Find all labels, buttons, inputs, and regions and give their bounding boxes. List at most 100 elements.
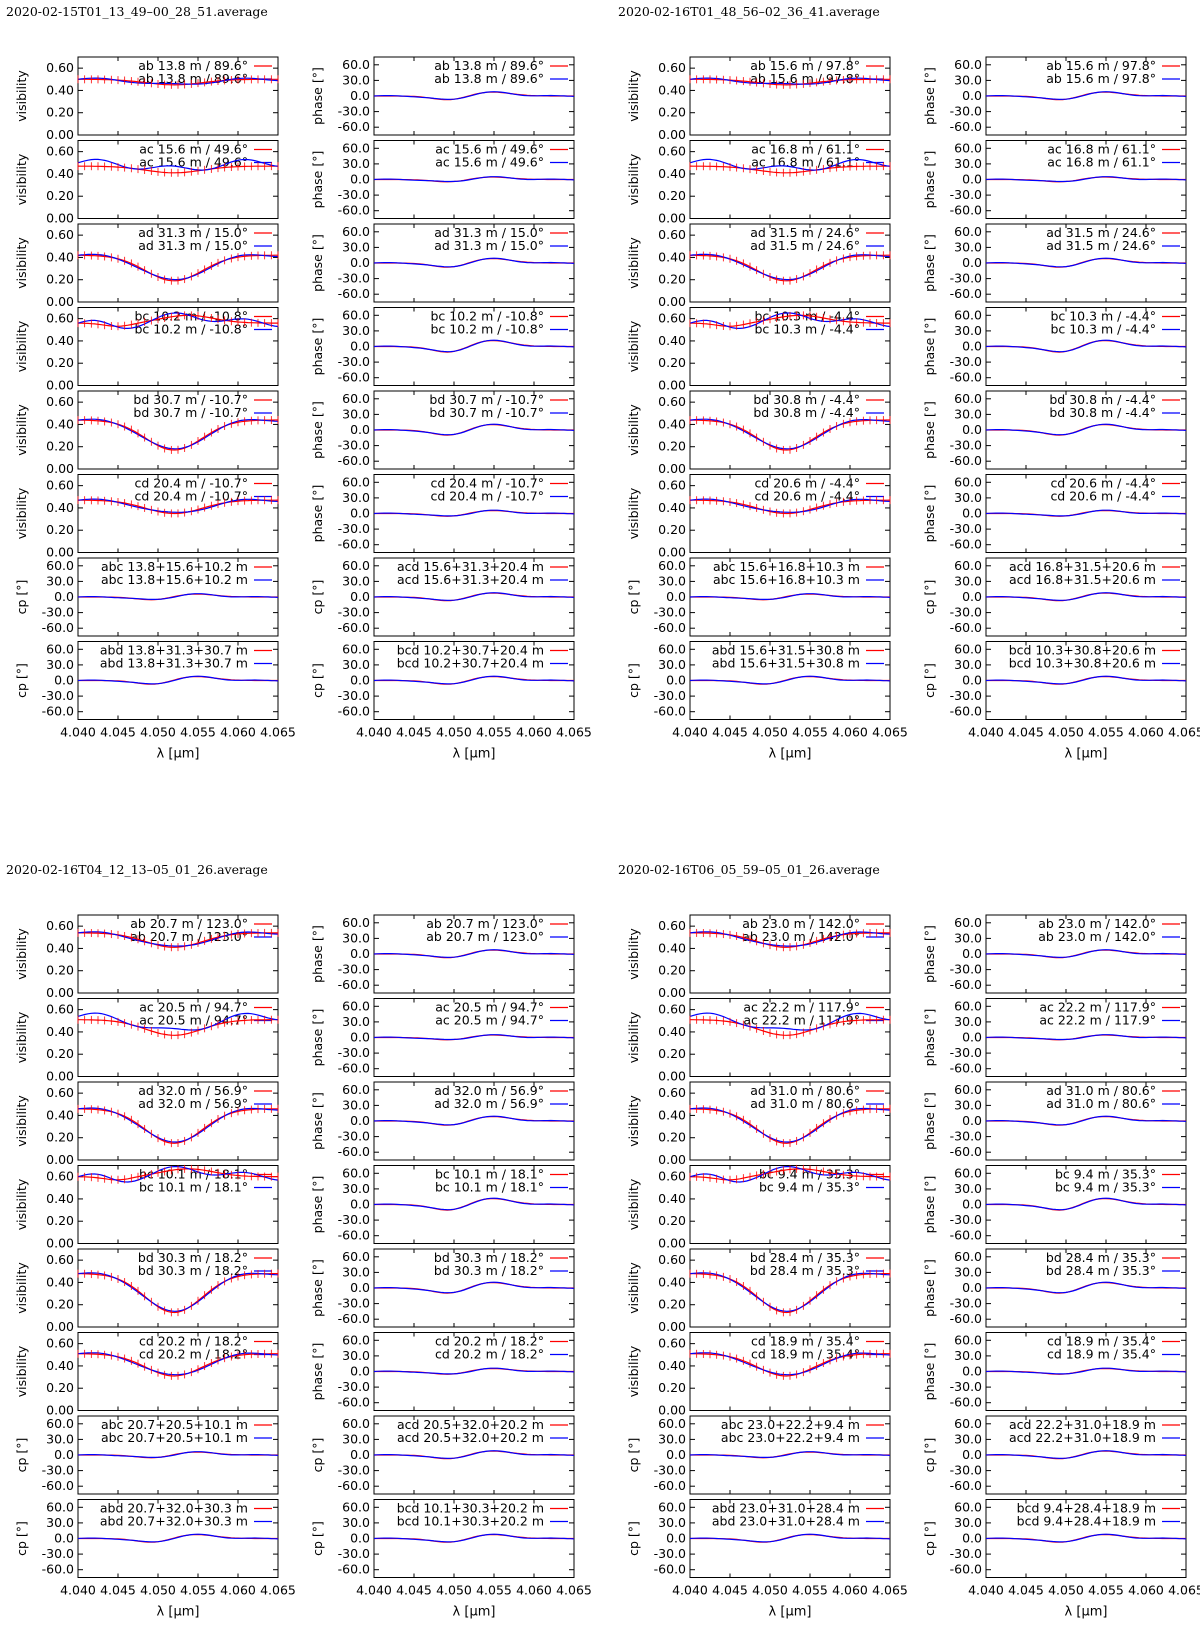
- panel-r6-c1: 0.60 0.40 0.20 0.00 visibility cd 18.9 m / 35…: [626, 1332, 891, 1418]
- legend-label-red: abd 20.7+32.0+30.3 m: [100, 1501, 248, 1516]
- legend-label-blue: ab 15.6 m / 97.8°: [1046, 71, 1156, 86]
- y-tick-label: 0.0: [666, 589, 686, 604]
- y-tick-label: -30.0: [654, 688, 686, 703]
- quadrant-2: 2020-02-16T01_48_56–02_36_41.average 0.60…: [618, 4, 1200, 762]
- y-tick-label: 60.0: [342, 1332, 370, 1347]
- y-tick-label: 0.60: [46, 478, 74, 493]
- legend-label-red: abc 13.8+15.6+10.2 m: [101, 559, 248, 574]
- x-tick-label: 4.060: [516, 1583, 552, 1598]
- legend-label-blue: bcd 10.2+30.7+20.4 m: [397, 656, 544, 671]
- y-tick-label: 0.60: [658, 227, 686, 242]
- legend-label-blue: ad 31.0 m / 80.6°: [750, 1096, 860, 1111]
- y-tick-label: 0.0: [962, 1364, 982, 1379]
- series-blue: [689, 1451, 891, 1458]
- y-tick-label: 30.0: [954, 1515, 982, 1530]
- panel-r4-c2: 60.030.00.0-30.0-60.0 phase [°] bc 10.3 m …: [922, 307, 1187, 386]
- legend-label-blue: ab 20.7 m / 123.0°: [130, 929, 248, 944]
- x-tick-label: 4.060: [1128, 725, 1164, 740]
- y-tick-label: -30.0: [950, 1379, 982, 1394]
- y-tick-label: -60.0: [950, 704, 982, 719]
- legend-label-blue: ac 22.2 m / 117.9°: [743, 1013, 860, 1028]
- y-axis-label: cp [°]: [14, 1521, 29, 1556]
- legend-label-blue: ac 22.2 m / 117.9°: [1039, 1013, 1156, 1028]
- y-tick-label: 30.0: [342, 1097, 370, 1112]
- y-tick-label: 0.00: [658, 127, 686, 142]
- legend-label-red: bd 30.3 m / 18.2°: [434, 1250, 544, 1265]
- y-tick-label: 0.0: [962, 339, 982, 354]
- y-tick-label: 0.00: [658, 1403, 686, 1418]
- panel-r6-c2: 60.030.00.0-30.0-60.0 phase [°] cd 20.2 m …: [310, 1332, 575, 1411]
- legend-label-blue: bd 30.7 m / -10.7°: [133, 405, 248, 420]
- panel-r1-c1: 0.60 0.40 0.20 0.00 visibility ab 13.8 m / 89…: [14, 56, 279, 142]
- y-tick-label: 0.40: [46, 166, 74, 181]
- y-tick-label: 0.00: [658, 1069, 686, 1084]
- x-tick-label: 4.050: [752, 725, 788, 740]
- legend-label-red: ad 31.0 m / 80.6°: [750, 1083, 860, 1098]
- series-blue: [689, 158, 891, 171]
- series-blue: [373, 1533, 575, 1543]
- legend-label-red: ab 23.0 m / 142.0°: [742, 916, 860, 931]
- y-tick-label: -30.0: [654, 1546, 686, 1561]
- y-tick-label: 0.0: [962, 589, 982, 604]
- x-tick-label: 4.045: [100, 725, 136, 740]
- y-tick-label: 60.0: [954, 1249, 982, 1264]
- x-tick-label: 4.065: [872, 725, 908, 740]
- y-axis-label: visibility: [626, 153, 641, 205]
- y-tick-label: 0.00: [658, 985, 686, 1000]
- x-tick-label: 4.040: [60, 1583, 96, 1598]
- y-tick-label: 60.0: [954, 1082, 982, 1097]
- x-tick-label: 4.045: [1008, 1583, 1044, 1598]
- y-tick-label: -30.0: [338, 354, 370, 369]
- panel-r5-c2: 60.030.00.0-30.0-60.0 phase [°] bd 28.4 m …: [922, 1248, 1187, 1328]
- y-tick-label: 0.40: [46, 249, 74, 264]
- panel-r2-c2: 60.030.00.0-30.0-60.0 phase [°] ac 15.6 m …: [310, 140, 575, 219]
- y-tick-label: 0.60: [658, 60, 686, 75]
- y-tick-label: 0.0: [962, 506, 982, 521]
- panel-r3-c2: 60.030.00.0-30.0-60.0 phase [°] ad 31.0 m …: [922, 1081, 1187, 1161]
- y-tick-label: 60.0: [342, 1249, 370, 1264]
- y-tick-label: 30.0: [954, 156, 982, 171]
- y-tick-label: 60.0: [342, 57, 370, 72]
- y-axis-label: cp [°]: [626, 1438, 641, 1473]
- legend-label-red: abd 13.8+31.3+30.7 m: [100, 643, 248, 658]
- legend-label-red: ad 31.3 m / 15.0°: [434, 225, 544, 240]
- y-tick-label: 0.20: [658, 1297, 686, 1312]
- y-tick-label: 30.0: [658, 1431, 686, 1446]
- legend-label-blue: ab 15.6 m / 97.8°: [750, 71, 860, 86]
- legend-label-red: ab 15.6 m / 97.8°: [750, 58, 860, 73]
- quadrant-title: 2020-02-15T01_13_49–00_28_51.average: [6, 4, 268, 19]
- y-tick-label: 60.0: [954, 1332, 982, 1347]
- y-tick-label: -60.0: [338, 1478, 370, 1493]
- y-tick-label: 0.0: [54, 1447, 74, 1462]
- x-tick-label: 4.045: [396, 1583, 432, 1598]
- series-blue: [373, 1367, 575, 1375]
- panel-r6-c2: 60.030.00.0-30.0-60.0 phase [°] cd 20.4 m …: [310, 474, 575, 553]
- legend-label-red: ab 20.7 m / 123.0°: [130, 916, 248, 931]
- y-tick-label: -30.0: [950, 521, 982, 536]
- y-axis-label: visibility: [14, 1011, 29, 1063]
- y-tick-label: -30.0: [338, 187, 370, 202]
- y-tick-label: 30.0: [342, 930, 370, 945]
- legend-label-red: abd 23.0+31.0+28.4 m: [712, 1501, 860, 1516]
- y-tick-label: 30.0: [46, 657, 74, 672]
- panel-r6-c2: 60.030.00.0-30.0-60.0 phase [°] cd 20.6 m …: [922, 474, 1187, 553]
- y-tick-label: -30.0: [950, 1546, 982, 1561]
- x-axis-label: λ [µm]: [769, 1605, 812, 1620]
- legend-label-blue: abd 23.0+31.0+28.4 m: [712, 1514, 860, 1529]
- y-tick-label: 0.60: [46, 1085, 74, 1100]
- y-axis-label: phase [°]: [922, 1343, 937, 1401]
- legend-label-blue: cd 20.2 m / 18.2°: [435, 1347, 544, 1362]
- series-blue: [373, 592, 575, 602]
- legend-label-red: cd 20.2 m / 18.2°: [139, 1334, 248, 1349]
- x-tick-label: 4.040: [672, 725, 708, 740]
- panel-r1-c2: 60.030.00.0-30.0-60.0 phase [°] ab 13.8 m …: [310, 56, 575, 136]
- legend-label-red: cd 18.9 m / 35.4°: [751, 1334, 860, 1349]
- y-axis-label: cp [°]: [14, 580, 29, 615]
- y-tick-label: 30.0: [954, 1431, 982, 1446]
- legend-label-blue: ad 31.5 m / 24.6°: [1046, 238, 1156, 253]
- series-blue: [373, 1450, 575, 1460]
- x-axis-label: λ [µm]: [1065, 1605, 1108, 1620]
- y-tick-label: -30.0: [42, 688, 74, 703]
- y-axis-label: visibility: [14, 404, 29, 456]
- y-tick-label: 0.20: [46, 1046, 74, 1061]
